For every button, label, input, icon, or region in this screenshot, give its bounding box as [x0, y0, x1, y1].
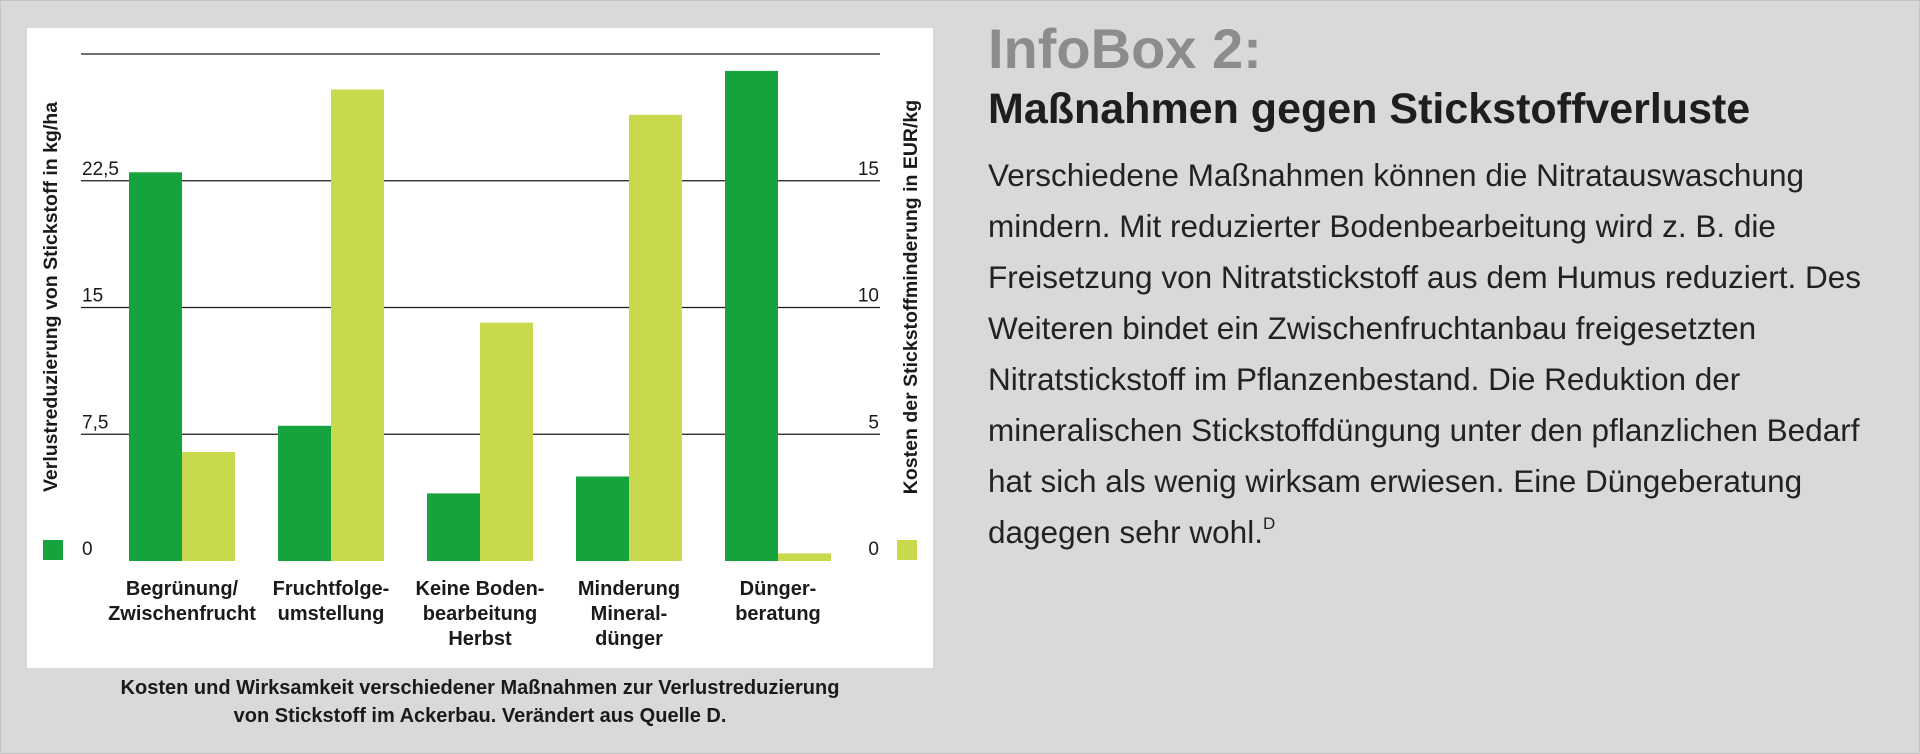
- category-label: Zwischenfrucht: [108, 603, 256, 625]
- infobox-body: Verschiedene Maßnahmen können die Nitrat…: [988, 150, 1893, 558]
- left-tick-label: 15: [82, 286, 103, 307]
- category-label: beratung: [735, 603, 821, 625]
- infobox-kicker: InfoBox 2:: [988, 17, 1262, 80]
- infobox-body-text: Verschiedene Maßnahmen können die Nitrat…: [988, 157, 1862, 550]
- category-label: Mineral-: [591, 603, 668, 625]
- infobox-title: Maßnahmen gegen Stickstoffverluste: [988, 85, 1751, 133]
- legend-swatch-reduction: [43, 540, 63, 560]
- left-axis-title: Verlustreduzierung von Stickstoff in kg/…: [40, 102, 62, 492]
- left-tick-label: 7,5: [82, 412, 108, 433]
- bar-reduction: [576, 476, 629, 561]
- right-tick-label: 5: [868, 412, 879, 433]
- category-label: Begrünung/: [126, 578, 239, 600]
- right-tick-label: 0: [868, 539, 879, 560]
- bar-cost: [331, 89, 384, 562]
- bar-cost: [182, 451, 235, 561]
- bar-cost: [480, 322, 533, 561]
- bar-cost: [778, 553, 831, 561]
- category-label: Fruchtfolge-: [273, 578, 390, 600]
- caption-line-2: von Stickstoff im Ackerbau. Verändert au…: [233, 705, 727, 727]
- footnote-marker: D: [1262, 514, 1276, 533]
- left-tick-label: 0: [82, 539, 93, 560]
- caption-line-1: Kosten und Wirksamkeit verschiedener Maß…: [120, 677, 840, 699]
- bar-chart: Begrünung/Zwischenfrucht Fruchtfolge-umst…: [40, 53, 922, 650]
- right-tick-label: 15: [858, 159, 879, 180]
- bar-reduction: [725, 70, 778, 562]
- bar-reduction: [129, 172, 182, 562]
- right-axis-title: Kosten der Stickstoffminderung in EUR/kg: [900, 100, 922, 494]
- legend-swatch-cost: [897, 540, 917, 560]
- category-label: Herbst: [448, 628, 512, 650]
- chart-caption: Kosten und Wirksamkeit verschiedener Maß…: [27, 674, 933, 730]
- category-label: Keine Boden-: [416, 578, 545, 600]
- chart-panel: Begrünung/Zwischenfrucht Fruchtfolge-umst…: [27, 28, 933, 668]
- left-tick-label: 22,5: [82, 159, 119, 180]
- category-label: umstellung: [278, 603, 385, 625]
- category-label: Minderung: [578, 578, 680, 600]
- category-label: bearbeitung: [423, 603, 537, 625]
- bar-reduction: [278, 425, 331, 561]
- category-label: dünger: [595, 628, 663, 650]
- category-label: Dünger-: [740, 578, 817, 600]
- bar-cost: [629, 114, 682, 561]
- bar-reduction: [427, 493, 480, 561]
- right-tick-label: 10: [858, 286, 879, 307]
